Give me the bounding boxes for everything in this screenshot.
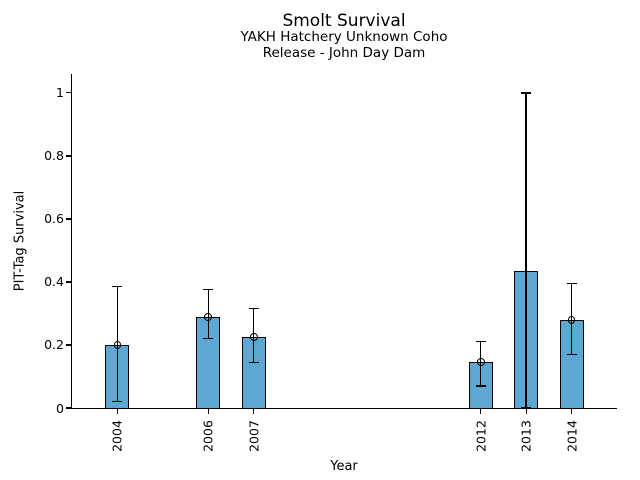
x-axis-tick-2013	[525, 409, 527, 414]
x-axis-tick-2012	[480, 409, 482, 414]
x-tick-label-2004: 2004	[109, 420, 125, 452]
x-tick-label-2014: 2014	[564, 420, 580, 452]
chart-subtitle-line1: YAKH Hatchery Unknown Coho	[240, 29, 448, 45]
error-cap-bottom-2006	[203, 338, 214, 340]
chart-subtitle-line2: Release - John Day Dam	[262, 45, 426, 61]
chart-title: Smolt Survival	[282, 11, 406, 31]
y-axis-tick	[66, 218, 71, 220]
point-marker-2014	[567, 315, 576, 324]
error-cap-top-2004	[112, 286, 123, 288]
error-cap-top-2007	[248, 308, 259, 310]
error-cap-bottom-2013	[521, 407, 532, 409]
x-tick-label-2006: 2006	[200, 420, 216, 452]
error-cap-top-2012	[475, 341, 486, 343]
y-axis-tick	[66, 92, 71, 94]
y-tick-label: 0	[56, 400, 64, 416]
error-cap-bottom-2007	[248, 361, 259, 363]
y-axis-tick	[66, 344, 71, 346]
y-tick-label: 1	[56, 85, 64, 101]
error-cap-top-2013	[521, 92, 532, 94]
x-axis-tick-2007	[253, 409, 255, 414]
error-cap-top-2006	[203, 289, 214, 291]
point-marker-2006	[204, 312, 213, 321]
y-axis-tick	[66, 407, 71, 409]
x-axis-tick-2006	[207, 409, 209, 414]
y-tick-label: 0.4	[44, 274, 64, 290]
point-marker-2007	[249, 333, 258, 341]
error-cap-top-2014	[566, 282, 577, 285]
error-cap-bottom-2012	[475, 385, 486, 387]
x-tick-label-2013: 2013	[518, 420, 534, 452]
y-tick-label: 0.6	[44, 211, 64, 227]
x-axis-spine	[70, 408, 618, 410]
x-axis-tick-2014	[570, 409, 573, 414]
x-tick-label-2007: 2007	[246, 420, 262, 452]
x-axis-tick-2004	[116, 409, 118, 414]
error-cap-bottom-2004	[112, 401, 123, 403]
y-tick-label: 0.8	[44, 148, 64, 164]
y-axis-spine	[70, 74, 73, 410]
y-tick-label: 0.2	[44, 337, 64, 353]
error-bar-2013	[525, 92, 527, 408]
point-marker-2012	[476, 358, 485, 367]
x-axis-label: Year	[330, 459, 358, 474]
y-axis-tick	[66, 155, 71, 157]
bar-2012	[468, 362, 493, 409]
point-marker-2004	[113, 341, 122, 349]
error-cap-bottom-2014	[566, 353, 577, 356]
y-axis-tick	[66, 281, 71, 283]
x-tick-label-2012: 2012	[473, 420, 489, 452]
